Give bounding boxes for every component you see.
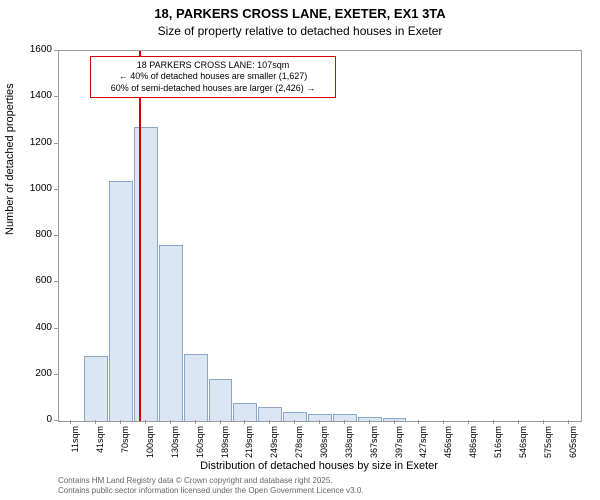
x-tick-mark (518, 420, 519, 424)
y-tick-mark (54, 96, 58, 97)
y-tick-label: 1200 (8, 137, 52, 148)
histogram-bar (109, 181, 133, 422)
histogram-bar (184, 354, 208, 421)
y-tick-label: 600 (8, 275, 52, 286)
x-tick-mark (70, 420, 71, 424)
annotation-box: 18 PARKERS CROSS LANE: 107sqm← 40% of de… (90, 56, 336, 98)
x-tick-mark (170, 420, 171, 424)
y-tick-label: 0 (8, 414, 52, 425)
x-tick-mark (220, 420, 221, 424)
x-tick-mark (493, 420, 494, 424)
y-axis-label: Number of detached properties (4, 83, 16, 235)
annotation-line: ← 40% of detached houses are smaller (1,… (96, 71, 330, 82)
y-tick-label: 200 (8, 368, 52, 379)
annotation-line: 18 PARKERS CROSS LANE: 107sqm (96, 60, 330, 71)
y-tick-mark (54, 328, 58, 329)
x-tick-mark (195, 420, 196, 424)
histogram-bar (159, 245, 183, 421)
x-tick-mark (120, 420, 121, 424)
x-tick-mark (543, 420, 544, 424)
x-tick-mark (344, 420, 345, 424)
y-tick-label: 1000 (8, 183, 52, 194)
plot-area (58, 50, 582, 422)
x-axis-label: Distribution of detached houses by size … (58, 460, 580, 472)
histogram-bar (358, 417, 382, 421)
footer-line-2: Contains public sector information licen… (58, 486, 364, 496)
y-tick-label: 1600 (8, 44, 52, 55)
y-tick-label: 400 (8, 322, 52, 333)
x-tick-mark (568, 420, 569, 424)
x-tick-mark (95, 420, 96, 424)
highlight-line (139, 51, 141, 421)
histogram-bar (258, 407, 282, 421)
x-tick-mark (394, 420, 395, 424)
annotation-line: 60% of semi-detached houses are larger (… (96, 83, 330, 94)
histogram-bar (333, 414, 357, 421)
chart-title-sub: Size of property relative to detached ho… (0, 24, 600, 38)
x-tick-mark (319, 420, 320, 424)
x-tick-mark (418, 420, 419, 424)
chart-container: 18, PARKERS CROSS LANE, EXETER, EX1 3TA … (0, 0, 600, 500)
x-tick-mark (468, 420, 469, 424)
histogram-bar (84, 356, 108, 421)
y-tick-label: 800 (8, 229, 52, 240)
histogram-bar (233, 403, 257, 422)
y-tick-mark (54, 235, 58, 236)
y-tick-label: 1400 (8, 90, 52, 101)
x-tick-mark (294, 420, 295, 424)
y-tick-mark (54, 143, 58, 144)
x-tick-mark (269, 420, 270, 424)
y-tick-mark (54, 50, 58, 51)
x-tick-mark (443, 420, 444, 424)
histogram-bar (209, 379, 233, 421)
y-tick-mark (54, 420, 58, 421)
chart-title-main: 18, PARKERS CROSS LANE, EXETER, EX1 3TA (0, 6, 600, 21)
y-tick-mark (54, 374, 58, 375)
footer-attribution: Contains HM Land Registry data © Crown c… (58, 476, 364, 495)
footer-line-1: Contains HM Land Registry data © Crown c… (58, 476, 364, 486)
y-tick-mark (54, 189, 58, 190)
x-tick-mark (244, 420, 245, 424)
x-tick-mark (369, 420, 370, 424)
y-tick-mark (54, 281, 58, 282)
x-tick-mark (145, 420, 146, 424)
